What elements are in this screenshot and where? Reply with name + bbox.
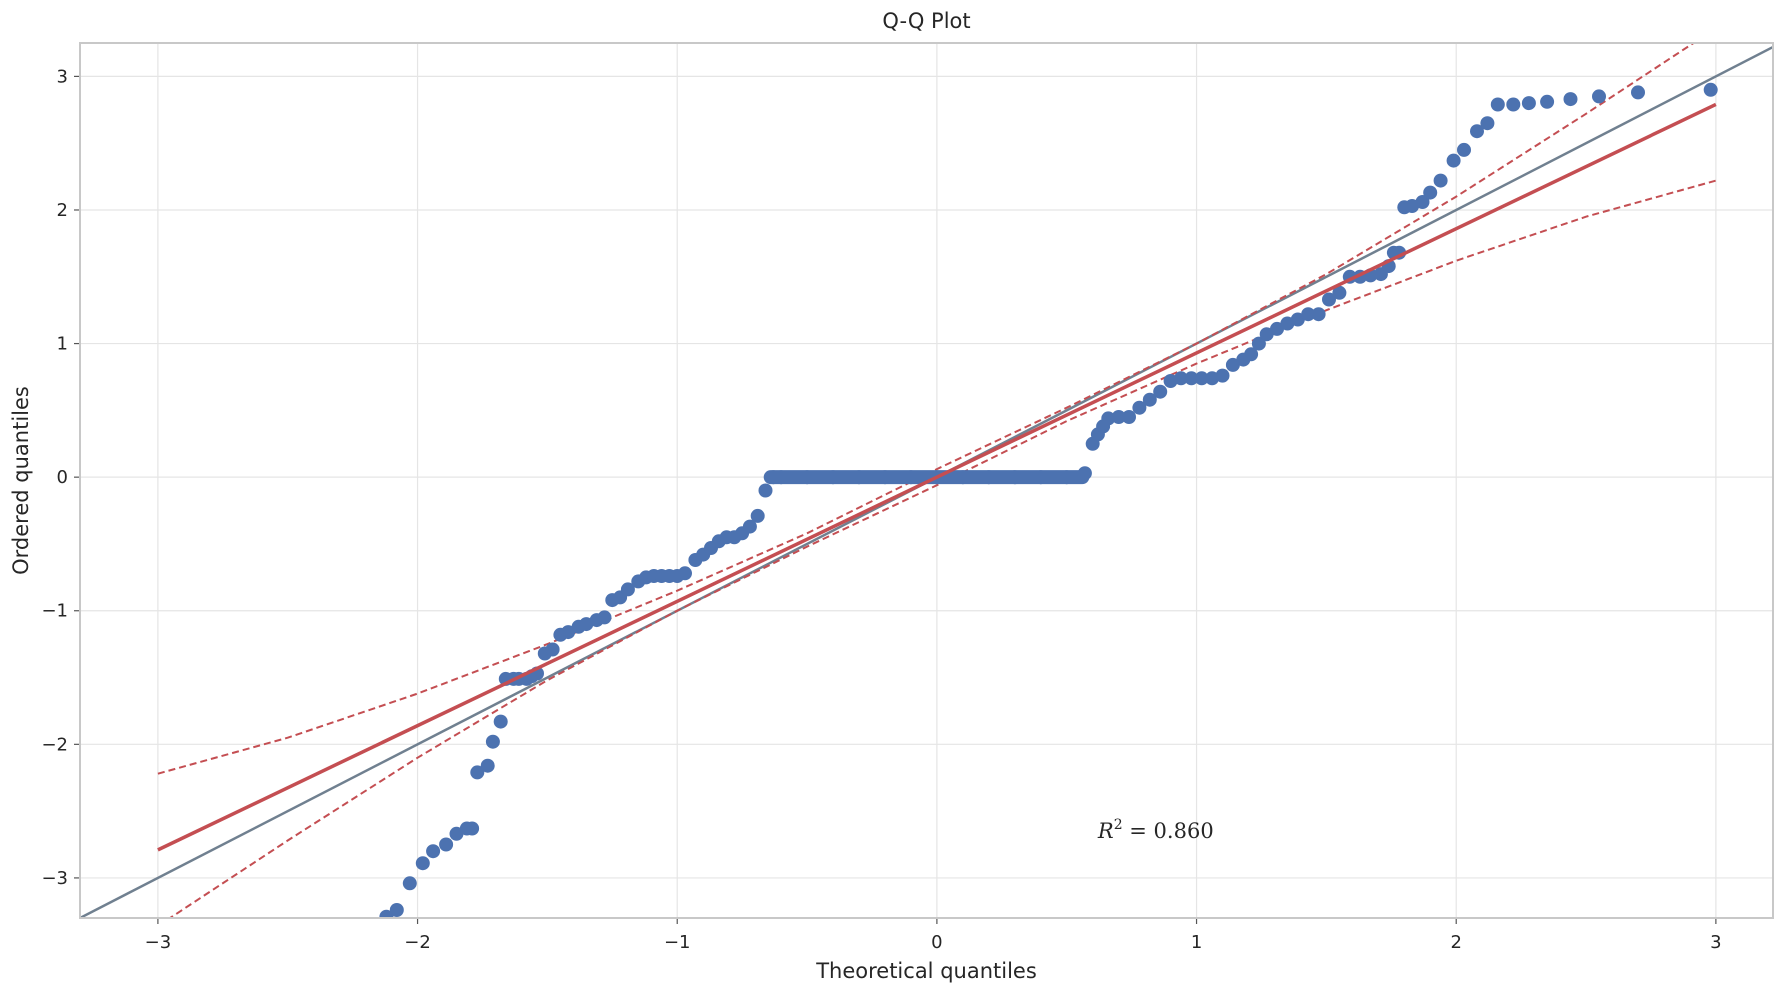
plot-frame xyxy=(79,42,1774,919)
data-point xyxy=(1251,336,1266,351)
data-point xyxy=(485,734,500,749)
data-point xyxy=(402,876,417,891)
data-point xyxy=(1631,85,1645,100)
y-tick-label: −2 xyxy=(41,734,68,755)
data-point xyxy=(1215,368,1230,383)
data-point xyxy=(1153,384,1168,399)
data-point xyxy=(1703,82,1718,97)
x-tick-label: 2 xyxy=(1450,932,1461,953)
y-tick-label: 2 xyxy=(57,200,68,221)
r-squared-annotation: R2 = 0.860 xyxy=(1097,817,1214,843)
data-point xyxy=(1540,94,1555,109)
data-point xyxy=(1259,327,1274,342)
data-point xyxy=(1563,92,1578,107)
data-point xyxy=(1101,411,1116,426)
x-axis-label: Theoretical quantiles xyxy=(815,959,1037,983)
x-tick-label: −1 xyxy=(664,932,691,953)
x-tick-label: 1 xyxy=(1191,932,1202,953)
data-point xyxy=(1332,285,1347,300)
y-tick-label: 0 xyxy=(57,467,68,488)
data-point xyxy=(426,844,441,859)
data-point xyxy=(415,856,430,871)
data-point xyxy=(1270,321,1284,336)
data-point xyxy=(1457,142,1471,157)
data-point xyxy=(389,903,404,917)
data-point xyxy=(1506,97,1521,112)
data-point xyxy=(620,582,635,597)
y-tick-label: 1 xyxy=(57,334,68,355)
data-point xyxy=(449,826,464,841)
x-tick-label: 0 xyxy=(931,932,942,953)
data-point xyxy=(1194,371,1209,386)
data-point xyxy=(678,566,692,581)
confidence-band-group xyxy=(157,43,1717,918)
data-point xyxy=(480,758,495,773)
r-squared-symbol: R xyxy=(1097,819,1114,843)
data-point xyxy=(1433,173,1448,188)
data-point xyxy=(1592,89,1606,104)
x-tick-label: 3 xyxy=(1710,932,1721,953)
r-squared-superscript: 2 xyxy=(1114,817,1123,833)
data-point xyxy=(379,909,394,918)
data-points-group xyxy=(379,82,1718,918)
y-axis-label: Ordered quantiles xyxy=(9,386,33,575)
data-point xyxy=(1132,400,1147,415)
data-point xyxy=(493,714,508,729)
data-point xyxy=(1415,195,1430,209)
data-point xyxy=(1301,307,1316,322)
data-point xyxy=(742,519,757,534)
data-point xyxy=(1244,347,1259,362)
data-point xyxy=(758,483,773,498)
data-point xyxy=(1174,371,1188,386)
data-point xyxy=(1111,410,1126,424)
fit-line-group xyxy=(157,102,1717,852)
tick-labels-group: −3 −2 −1 0 1 2 3 −3 −2 −1 0 1 2 3 xyxy=(41,66,1721,953)
data-point xyxy=(561,625,576,640)
data-point xyxy=(470,765,485,780)
data-point xyxy=(1521,96,1536,111)
x-tick-label: −2 xyxy=(404,932,431,953)
data-point xyxy=(1184,371,1199,386)
data-point xyxy=(439,837,454,852)
data-point xyxy=(1480,116,1495,131)
y-tick-label: 3 xyxy=(57,66,68,87)
data-point xyxy=(1311,307,1326,322)
data-point xyxy=(750,508,765,523)
data-point xyxy=(1122,410,1136,424)
data-point xyxy=(1423,185,1438,200)
fit-line xyxy=(157,102,1717,852)
data-point xyxy=(1142,392,1157,407)
data-point xyxy=(1470,124,1484,139)
data-point xyxy=(1490,97,1505,112)
data-point xyxy=(545,642,560,657)
data-point xyxy=(1225,357,1240,372)
confidence-band-upper xyxy=(157,43,1696,775)
y-tick-label: −1 xyxy=(41,601,68,622)
data-point xyxy=(1322,292,1336,307)
data-point xyxy=(1446,153,1461,168)
y-tick-label: −3 xyxy=(41,868,68,889)
r-squared-value: = 0.860 xyxy=(1123,819,1214,843)
confidence-band-lower xyxy=(168,179,1717,918)
data-point xyxy=(597,610,612,625)
chart-title: Q-Q Plot xyxy=(882,9,970,33)
x-tick-label: −3 xyxy=(145,932,172,953)
data-point xyxy=(1290,312,1305,327)
data-point xyxy=(465,821,480,836)
